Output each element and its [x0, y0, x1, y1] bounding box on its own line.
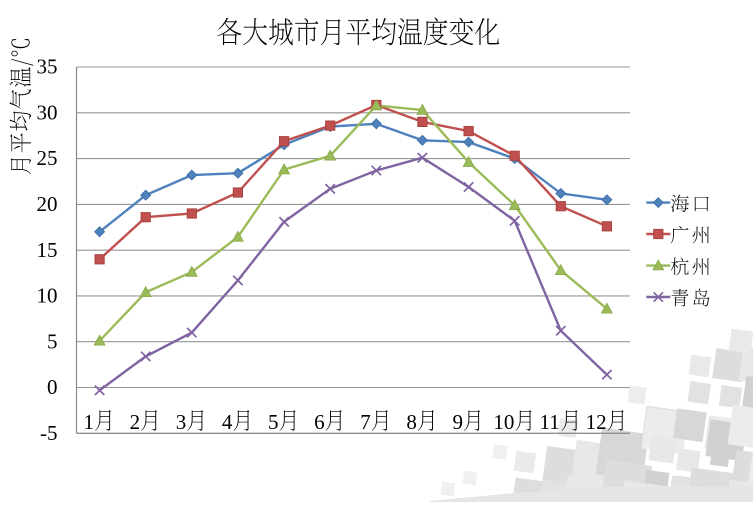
- svg-text:12: 12: [586, 410, 607, 434]
- svg-text:9: 9: [453, 410, 464, 434]
- svg-text:5: 5: [47, 329, 58, 353]
- svg-text:3: 3: [176, 410, 187, 434]
- svg-text:6: 6: [314, 410, 325, 434]
- svg-text:25: 25: [37, 146, 58, 170]
- svg-text:1: 1: [84, 410, 95, 434]
- svg-text:10: 10: [493, 410, 514, 434]
- svg-text:20: 20: [37, 192, 58, 216]
- svg-text:35: 35: [37, 55, 58, 79]
- svg-text:4: 4: [222, 410, 233, 434]
- svg-text:15: 15: [37, 238, 58, 262]
- svg-text:8: 8: [406, 410, 417, 434]
- svg-text:0: 0: [47, 375, 58, 399]
- svg-text:30: 30: [37, 100, 58, 124]
- svg-text:11: 11: [540, 410, 560, 434]
- svg-text:-5: -5: [40, 421, 58, 445]
- svg-text:10: 10: [37, 284, 58, 308]
- svg-text:2: 2: [130, 410, 141, 434]
- svg-text:5: 5: [268, 410, 279, 434]
- svg-text:7: 7: [360, 410, 371, 434]
